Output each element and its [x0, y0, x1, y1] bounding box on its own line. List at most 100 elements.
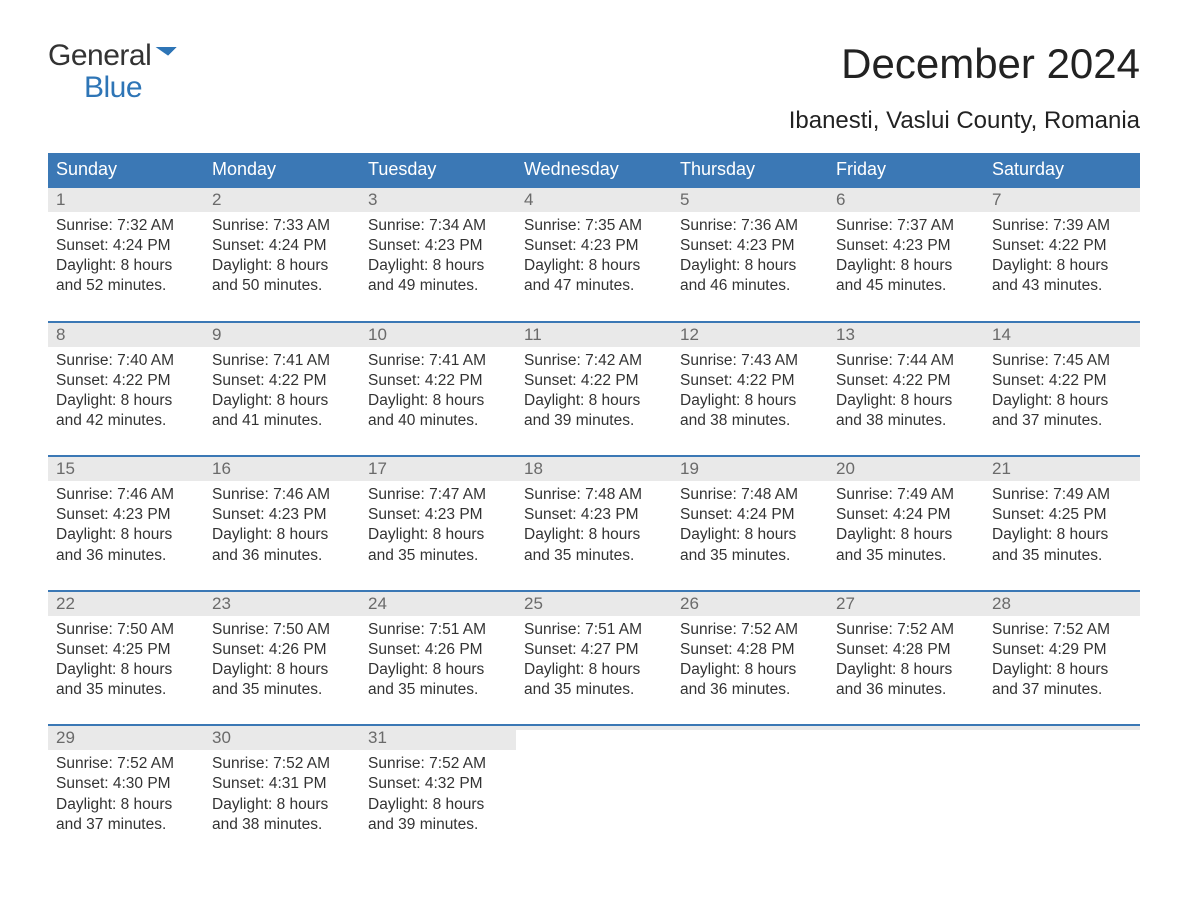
daylight1-text: Daylight: 8 hours [680, 391, 820, 411]
day-number: 17 [368, 459, 387, 478]
daylight2-text: and 37 minutes. [992, 680, 1132, 700]
day-number: 14 [992, 325, 1011, 344]
daylight2-text: and 38 minutes. [212, 815, 352, 835]
cell-body: Sunrise: 7:51 AMSunset: 4:27 PMDaylight:… [516, 616, 672, 701]
calendar-cell: 25 Sunrise: 7:51 AMSunset: 4:27 PMDayligh… [516, 592, 672, 709]
day-number-row: 30 [204, 726, 360, 750]
week-row: 15Sunrise: 7:46 AMSunset: 4:23 PMDayligh… [48, 455, 1140, 574]
calendar-cell: 6Sunrise: 7:37 AMSunset: 4:23 PMDaylight… [828, 188, 984, 305]
day-number: 21 [992, 459, 1011, 478]
cell-body: Sunrise: 7:48 AMSunset: 4:24 PMDaylight:… [672, 481, 828, 566]
calendar-cell [672, 726, 828, 843]
day-number-row: 8 [48, 323, 204, 347]
calendar-cell: 30Sunrise: 7:52 AMSunset: 4:31 PMDayligh… [204, 726, 360, 843]
day-number: 23 [212, 594, 231, 613]
day-number-row: 27 [828, 592, 984, 616]
day-number-row: 23 [204, 592, 360, 616]
daylight2-text: and 37 minutes. [992, 411, 1132, 431]
sunrise-text: Sunrise: 7:32 AM [56, 216, 196, 236]
week-row: 8Sunrise: 7:40 AMSunset: 4:22 PMDaylight… [48, 321, 1140, 440]
sunrise-text: Sunrise: 7:42 AM [524, 351, 664, 371]
daylight2-text: and 47 minutes. [524, 276, 664, 296]
week-row: 1Sunrise: 7:32 AMSunset: 4:24 PMDaylight… [48, 186, 1140, 305]
day-number: 25 [524, 594, 543, 613]
calendar-cell [984, 726, 1140, 843]
calendar-cell: 14Sunrise: 7:45 AMSunset: 4:22 PMDayligh… [984, 323, 1140, 440]
sunset-text: Sunset: 4:24 PM [212, 236, 352, 256]
day-number-row: 6 [828, 188, 984, 212]
day-number-row: 22 [48, 592, 204, 616]
calendar-cell: 17 Sunrise: 7:47 AMSunset: 4:23 PMDayligh… [360, 457, 516, 574]
calendar-cell: 31Sunrise: 7:52 AMSunset: 4:32 PMDayligh… [360, 726, 516, 843]
sunrise-text: Sunrise: 7:39 AM [992, 216, 1132, 236]
cell-body: Sunrise: 7:47 AMSunset: 4:23 PMDaylight:… [360, 481, 516, 566]
sunset-text: Sunset: 4:27 PM [524, 640, 664, 660]
cell-body: Sunrise: 7:51 AMSunset: 4:26 PMDaylight:… [360, 616, 516, 701]
daylight2-text: and 35 minutes. [212, 680, 352, 700]
week-row: 22Sunrise: 7:50 AMSunset: 4:25 PMDayligh… [48, 590, 1140, 709]
daylight2-text: and 35 minutes. [368, 546, 508, 566]
day-number-row: 24 [360, 592, 516, 616]
daylight2-text: and 35 minutes. [836, 546, 976, 566]
day-header: Friday [828, 153, 984, 186]
cell-body: Sunrise: 7:52 AMSunset: 4:28 PMDaylight:… [672, 616, 828, 701]
day-number: 8 [56, 325, 65, 344]
daylight1-text: Daylight: 8 hours [836, 256, 976, 276]
day-number-row: 18 [516, 457, 672, 481]
calendar-cell: 10Sunrise: 7:41 AMSunset: 4:22 PMDayligh… [360, 323, 516, 440]
cell-body: Sunrise: 7:33 AMSunset: 4:24 PMDaylight:… [204, 212, 360, 297]
daylight1-text: Daylight: 8 hours [56, 795, 196, 815]
sunset-text: Sunset: 4:24 PM [836, 505, 976, 525]
day-number: 19 [680, 459, 699, 478]
sunrise-text: Sunrise: 7:52 AM [992, 620, 1132, 640]
sunset-text: Sunset: 4:25 PM [56, 640, 196, 660]
day-number: 16 [212, 459, 231, 478]
calendar-cell: 24Sunrise: 7:51 AMSunset: 4:26 PMDayligh… [360, 592, 516, 709]
day-number: 2 [212, 190, 221, 209]
day-header: Saturday [984, 153, 1140, 186]
calendar-cell: 8Sunrise: 7:40 AMSunset: 4:22 PMDaylight… [48, 323, 204, 440]
sunrise-text: Sunrise: 7:35 AM [524, 216, 664, 236]
sunrise-text: Sunrise: 7:37 AM [836, 216, 976, 236]
day-header: Tuesday [360, 153, 516, 186]
day-number: 12 [680, 325, 699, 344]
calendar-cell [828, 726, 984, 843]
daylight2-text: and 52 minutes. [56, 276, 196, 296]
sunset-text: Sunset: 4:22 PM [212, 371, 352, 391]
day-number-row: 16 [204, 457, 360, 481]
sunrise-text: Sunrise: 7:41 AM [368, 351, 508, 371]
logo-text-bottom: Blue [48, 72, 181, 104]
day-number: 27 [836, 594, 855, 613]
sunset-text: Sunset: 4:22 PM [680, 371, 820, 391]
sunset-text: Sunset: 4:23 PM [680, 236, 820, 256]
sunrise-text: Sunrise: 7:50 AM [212, 620, 352, 640]
day-number-row: 14 [984, 323, 1140, 347]
calendar-cell [516, 726, 672, 843]
day-number-row: 25 [516, 592, 672, 616]
cell-body: Sunrise: 7:52 AMSunset: 4:30 PMDaylight:… [48, 750, 204, 835]
sunset-text: Sunset: 4:24 PM [680, 505, 820, 525]
daylight1-text: Daylight: 8 hours [56, 256, 196, 276]
cell-body: Sunrise: 7:41 AMSunset: 4:22 PMDaylight:… [204, 347, 360, 432]
daylight2-text: and 39 minutes. [524, 411, 664, 431]
day-number-row: 3 [360, 188, 516, 212]
day-number-row: 26 [672, 592, 828, 616]
cell-body: Sunrise: 7:35 AMSunset: 4:23 PMDaylight:… [516, 212, 672, 297]
sunset-text: Sunset: 4:28 PM [680, 640, 820, 660]
day-number-row [828, 726, 984, 730]
sunset-text: Sunset: 4:22 PM [524, 371, 664, 391]
calendar-cell: 28Sunrise: 7:52 AMSunset: 4:29 PMDayligh… [984, 592, 1140, 709]
day-number: 20 [836, 459, 855, 478]
daylight1-text: Daylight: 8 hours [368, 525, 508, 545]
day-number-row: 19 [672, 457, 828, 481]
sunrise-text: Sunrise: 7:34 AM [368, 216, 508, 236]
day-number: 9 [212, 325, 221, 344]
day-number-row: 4 [516, 188, 672, 212]
daylight2-text: and 50 minutes. [212, 276, 352, 296]
daylight1-text: Daylight: 8 hours [56, 391, 196, 411]
day-number-row: 12 [672, 323, 828, 347]
daylight1-text: Daylight: 8 hours [368, 795, 508, 815]
calendar-cell: 19 Sunrise: 7:48 AMSunset: 4:24 PMDayligh… [672, 457, 828, 574]
location-subtitle: Ibanesti, Vaslui County, Romania [48, 107, 1140, 135]
day-number-row: 2 [204, 188, 360, 212]
